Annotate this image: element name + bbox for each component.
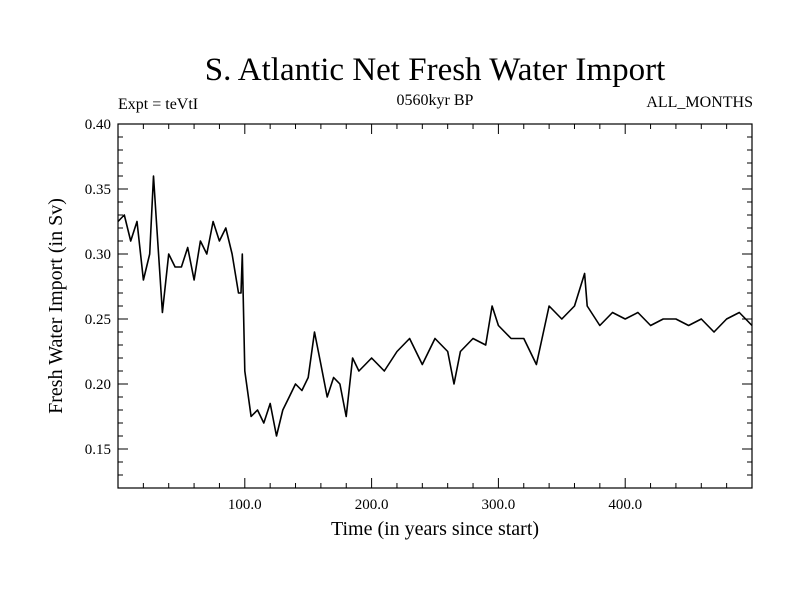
chart-title: S. Atlantic Net Fresh Water Import — [204, 52, 666, 88]
x-tick-label: 300.0 — [482, 497, 516, 513]
y-axis-label: Fresh Water Import (in Sv) — [45, 198, 67, 414]
months-label: ALL_MONTHS — [646, 94, 753, 111]
x-axis-label: Time (in years since start) — [331, 518, 539, 540]
y-tick-label: 0.40 — [85, 117, 111, 133]
x-tick-label: 400.0 — [608, 497, 642, 513]
x-tick-label: 200.0 — [355, 497, 389, 513]
y-tick-label: 0.15 — [85, 442, 111, 458]
y-tick-label: 0.35 — [85, 182, 111, 198]
plot-frame — [117, 123, 753, 489]
y-tick-label: 0.25 — [85, 312, 111, 328]
y-tick-label: 0.20 — [85, 377, 111, 393]
series-line — [117, 175, 753, 437]
tick-layer: 100.0 200.0 300.0 400.0 0.15 0.20 0.25 0.30 0.35… — [85, 117, 752, 513]
chart-subtitle: 0560kyr BP — [396, 92, 474, 109]
x-tick-label: 100.0 — [228, 497, 262, 513]
experiment-label: Expt = teVtI — [118, 96, 199, 113]
y-tick-label: 0.30 — [85, 247, 111, 263]
